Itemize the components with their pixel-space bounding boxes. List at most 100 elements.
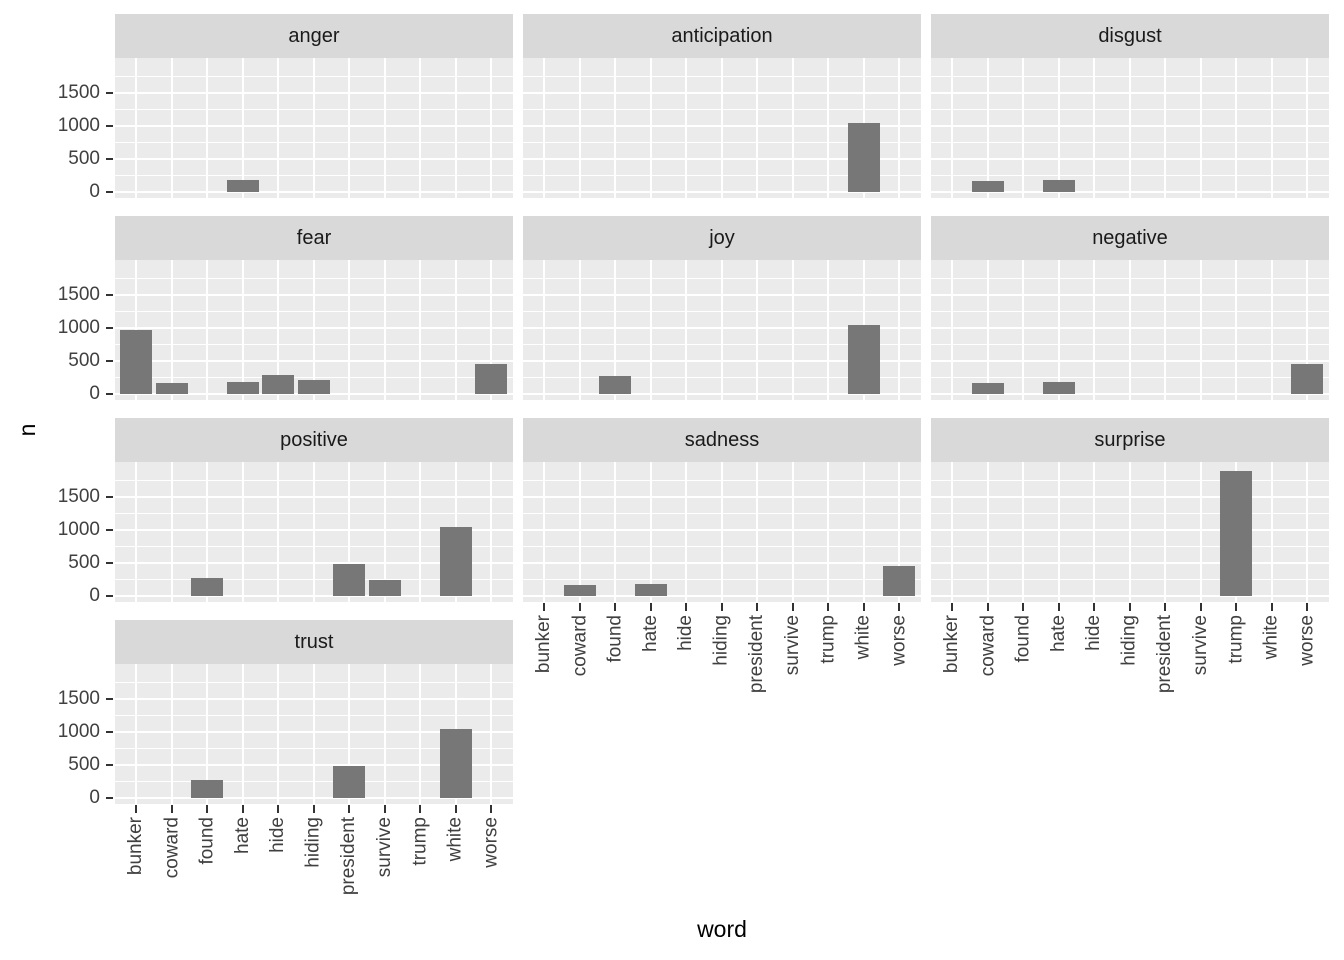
gridline-x-president	[1164, 462, 1167, 602]
y-tick-mark	[106, 698, 113, 700]
gridline-x-white	[1270, 260, 1273, 400]
x-tick-mark	[1235, 603, 1238, 611]
y-tick-label-500: 500	[68, 754, 100, 775]
bar-trust-found	[191, 780, 224, 798]
gridline-x-white	[1270, 462, 1273, 602]
gridline-x-trump	[419, 260, 422, 400]
facet-panel-joy	[523, 260, 921, 400]
y-tick-mark	[106, 360, 113, 362]
gridline-x-president	[1164, 260, 1167, 400]
x-tick-label-hiding: hiding	[302, 817, 324, 868]
gridline-x-found	[614, 260, 617, 400]
gridline-x-hate	[1057, 462, 1060, 602]
x-tick-mark	[827, 603, 830, 611]
gridline-x-worse	[898, 462, 901, 602]
x-tick-label-hiding: hiding	[710, 615, 732, 666]
gridline-x-hiding	[720, 260, 723, 400]
gridline-x-hiding	[312, 664, 315, 804]
y-tick-label-1500: 1500	[57, 486, 100, 507]
gridline-x-trump	[827, 58, 830, 198]
y-tick-label-0: 0	[89, 181, 100, 202]
bar-fear-coward	[155, 382, 188, 394]
gridline-x-hate	[1057, 58, 1060, 198]
gridline-x-hiding	[312, 58, 315, 198]
gridline-x-trump	[827, 260, 830, 400]
gridline-x-hiding	[720, 58, 723, 198]
bar-anger-hate	[226, 180, 259, 192]
gridline-x-survive	[383, 260, 386, 400]
x-tick-label-bunker: bunker	[533, 615, 555, 674]
facet-strip-anticipation: anticipation	[523, 14, 921, 58]
y-tick-mark	[106, 595, 113, 597]
gridline-x-worse	[490, 260, 493, 400]
gridline-x-trump	[419, 58, 422, 198]
bar-sadness-coward	[563, 584, 596, 596]
y-tick-mark	[106, 797, 113, 799]
gridline-x-worse	[490, 58, 493, 198]
x-tick-mark	[898, 603, 901, 611]
gridline-x-bunker	[951, 462, 954, 602]
gridline-x-hide	[1093, 260, 1096, 400]
bar-positive-found	[191, 578, 224, 596]
gridline-x-white	[454, 58, 457, 198]
facet-strip-sadness: sadness	[523, 418, 921, 462]
y-tick-label-1000: 1000	[57, 519, 100, 540]
x-tick-label-hide: hide	[1083, 615, 1105, 651]
gridline-x-president	[348, 260, 351, 400]
facet-panel-negative	[931, 260, 1329, 400]
y-tick-label-1500: 1500	[57, 688, 100, 709]
x-tick-mark	[490, 805, 493, 813]
y-tick-mark	[106, 158, 113, 160]
gridline-x-trump	[1235, 260, 1238, 400]
x-tick-mark	[383, 805, 386, 813]
gridline-x-president	[756, 58, 759, 198]
bar-surprise-trump	[1220, 470, 1253, 596]
y-tick-label-0: 0	[89, 383, 100, 404]
x-tick-label-president: president	[338, 817, 360, 896]
gridline-x-hate	[241, 58, 244, 198]
gridline-x-hide	[277, 664, 280, 804]
gridline-x-survive	[791, 58, 794, 198]
x-tick-label-hiding: hiding	[1118, 615, 1140, 666]
x-tick-label-found: found	[196, 817, 218, 865]
gridline-x-trump	[419, 664, 422, 804]
x-tick-mark	[1164, 603, 1167, 611]
x-tick-label-coward: coward	[160, 817, 182, 879]
x-tick-mark	[277, 805, 280, 813]
facet-panel-disgust	[931, 58, 1329, 198]
x-tick-mark	[135, 805, 138, 813]
bar-anticipation-white	[847, 122, 880, 192]
gridline-x-bunker	[135, 58, 138, 198]
gridline-x-hiding	[312, 260, 315, 400]
gridline-x-coward	[986, 260, 989, 400]
gridline-x-hate	[241, 664, 244, 804]
y-tick-mark	[106, 92, 113, 94]
facet-panel-anticipation	[523, 58, 921, 198]
gridline-x-hide	[1093, 58, 1096, 198]
gridline-x-hiding	[312, 462, 315, 602]
x-tick-mark	[649, 603, 652, 611]
x-tick-label-hide: hide	[267, 817, 289, 853]
y-tick-mark	[106, 125, 113, 127]
gridline-x-bunker	[951, 260, 954, 400]
facet-panel-surprise	[931, 462, 1329, 602]
x-tick-label-white: white	[1260, 615, 1282, 660]
gridline-x-worse	[1306, 260, 1309, 400]
gridline-x-hiding	[1128, 260, 1131, 400]
bar-negative-coward	[971, 382, 1004, 394]
x-tick-label-found: found	[1012, 615, 1034, 663]
x-tick-mark	[986, 603, 989, 611]
gridline-x-found	[206, 462, 209, 602]
facet-strip-surprise: surprise	[931, 418, 1329, 462]
x-tick-label-bunker: bunker	[125, 817, 147, 876]
y-tick-mark	[106, 327, 113, 329]
gridline-x-hiding	[1128, 462, 1131, 602]
facet-strip-disgust: disgust	[931, 14, 1329, 58]
x-tick-label-trump: trump	[409, 817, 431, 866]
y-tick-mark	[106, 191, 113, 193]
gridline-x-survive	[1199, 462, 1202, 602]
x-tick-label-coward: coward	[568, 615, 590, 677]
gridline-x-president	[756, 462, 759, 602]
gridline-x-bunker	[543, 58, 546, 198]
facet-strip-label: surprise	[1094, 428, 1166, 451]
